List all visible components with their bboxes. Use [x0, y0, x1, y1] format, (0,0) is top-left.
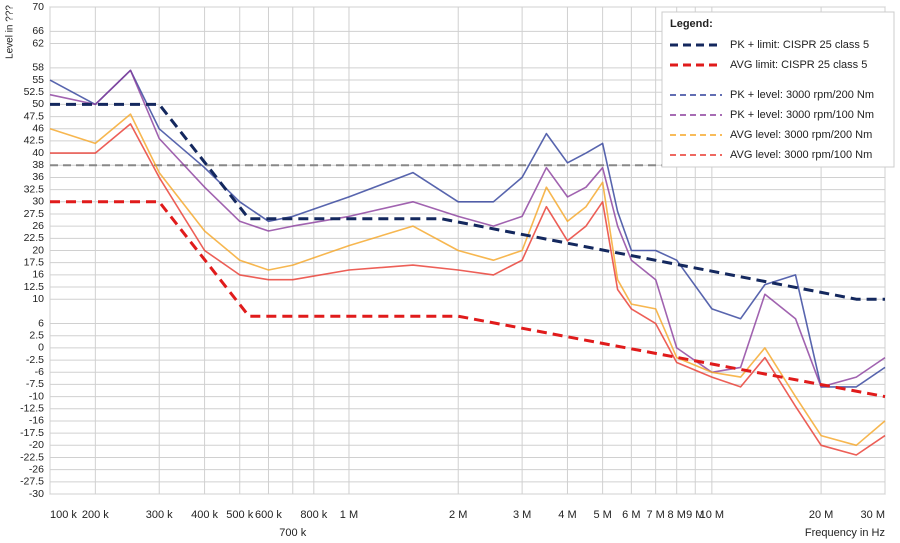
legend-label: PK + level: 3000 rpm/200 Nm	[730, 89, 874, 101]
y-tick-label: -27.5	[20, 476, 44, 488]
x-tick-label: 800 k	[300, 509, 327, 521]
y-tick-label: 36	[32, 171, 44, 183]
y-tick-label: 26	[32, 220, 44, 232]
y-tick-label: 58	[32, 62, 44, 74]
level-trace	[49, 69, 886, 388]
y-axis-title: Level in ???	[5, 5, 16, 59]
y-tick-label: -6	[35, 366, 44, 378]
y-tick-label: 66	[32, 25, 44, 37]
x-tick-label: 7 M	[646, 509, 664, 521]
y-tick-label: 20	[32, 244, 44, 256]
y-tick-label: -30	[29, 488, 44, 500]
x-tick-label: 5 M	[593, 509, 611, 521]
y-tick-label: 62	[32, 37, 44, 49]
legend: Legend: PK + limit: CISPR 25 class 5 AVG l…	[661, 11, 895, 168]
limit-line	[50, 200, 886, 399]
x-tick-label: 20 M	[809, 509, 833, 521]
y-tick-label: 52.5	[24, 86, 45, 98]
x-tick-label: 100 k	[50, 509, 77, 521]
y-tick-label: -12.5	[20, 403, 44, 415]
y-tick-label: 47.5	[24, 110, 45, 122]
y-tick-label: 50	[32, 98, 44, 110]
x-tick-label: 500 k	[226, 509, 253, 521]
x-tick-label: 10 M	[700, 509, 724, 521]
y-tick-label: 12.5	[24, 281, 45, 293]
level-trace	[50, 123, 886, 456]
y-tick-label: 46	[32, 123, 44, 135]
y-tick-label: 70	[32, 1, 44, 13]
y-tick-label: -7.5	[26, 378, 44, 390]
y-tick-label: 42.5	[24, 135, 45, 147]
y-tick-label: 0	[38, 342, 44, 354]
x-tick-label: 9 M	[686, 509, 704, 521]
legend-label: AVG limit: CISPR 25 class 5	[730, 59, 867, 71]
x-tick-label: 8 M	[668, 509, 686, 521]
x-tick-label: 4 M	[558, 509, 576, 521]
x-tick-label: 200 k	[82, 509, 109, 521]
x-tick-label: 30 M	[861, 509, 885, 521]
legend-label: AVG level: 3000 rpm/100 Nm	[730, 149, 872, 161]
y-tick-label: 6	[38, 317, 44, 329]
level-trace	[49, 113, 886, 447]
y-tick-label: -26	[29, 463, 44, 475]
x-tick-label: 600 k	[255, 509, 282, 521]
y-tick-label: -2.5	[26, 354, 44, 366]
x-tick-label: 400 k	[191, 509, 218, 521]
x-axis-title: Frequency in Hz	[805, 527, 885, 539]
x-tick-label: 6 M	[622, 509, 640, 521]
x-tick-label: 700 k	[279, 527, 306, 539]
y-tick-label: 2.5	[29, 330, 44, 342]
y-tick-label: 27.5	[24, 208, 45, 220]
legend-label: PK + limit: CISPR 25 class 5	[730, 39, 869, 51]
legend-box	[661, 11, 895, 168]
y-tick-label: 17.5	[24, 256, 45, 268]
legend-label: AVG level: 3000 rpm/200 Nm	[730, 129, 872, 141]
y-tick-label: 22.5	[24, 232, 45, 244]
x-tick-label: 1 M	[340, 509, 358, 521]
y-tick-label: -10	[29, 390, 44, 402]
x-tick-label: 2 M	[449, 509, 467, 521]
y-tick-label: 40	[32, 147, 44, 159]
y-tick-label: 30	[32, 196, 44, 208]
y-tick-label: -20	[29, 439, 44, 451]
x-tick-label: 300 k	[146, 509, 173, 521]
y-tick-label: 38	[32, 159, 44, 171]
y-tick-label: -17.5	[20, 427, 44, 439]
y-tick-label: -22.5	[20, 451, 44, 463]
legend-label: PK + level: 3000 rpm/100 Nm	[730, 109, 874, 121]
y-tick-label: 32.5	[24, 183, 45, 195]
legend-title: Legend:	[670, 18, 713, 30]
y-tick-label: 55	[32, 74, 44, 86]
x-tick-label: 3 M	[513, 509, 531, 521]
y-tick-label: 10	[32, 293, 44, 305]
y-tick-label: 16	[32, 269, 44, 281]
y-tick-label: -16	[29, 415, 44, 427]
